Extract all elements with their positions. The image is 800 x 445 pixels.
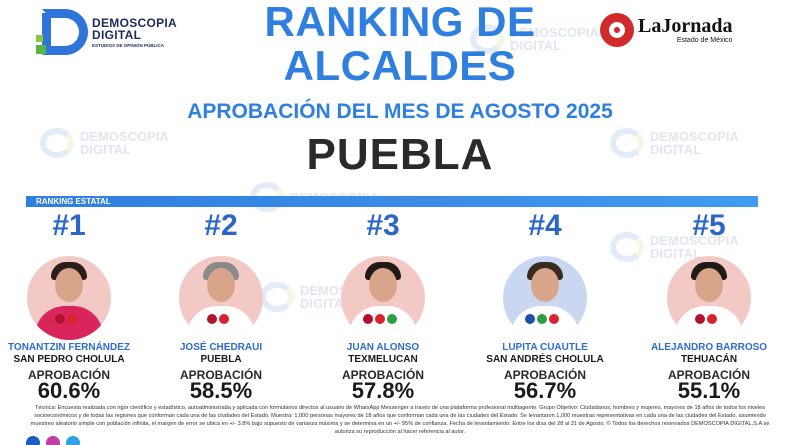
candidate-rank: #4 <box>528 209 562 242</box>
demoscopia-d-icon <box>36 9 88 55</box>
brand-tagline: ESTUDIOS DE OPINIÓN PÚBLICA <box>92 42 165 48</box>
approval-label: APROBACIÓN <box>341 368 424 382</box>
candidate-photo <box>341 256 425 340</box>
page-title-line-2: ALCALDES <box>283 42 517 89</box>
la-jornada-subtitle: Estado de México <box>676 37 733 44</box>
la-jornada-logo: LaJornada Estado de México <box>600 10 770 50</box>
party-logo-icon <box>67 314 77 324</box>
la-jornada-name: LaJornada <box>638 15 733 37</box>
candidate-card: #3 JUAN ALONSO TEXMELUCAN APROBACIÓN 57.8% <box>308 208 458 403</box>
brand-line-1: DEMOSCOPIA <box>92 15 178 30</box>
methodology-note: Técnica: Encuesta realizada con rigor ci… <box>30 405 770 435</box>
candidate-name: JUAN ALONSO <box>346 342 420 353</box>
party-logo-icon <box>363 314 373 324</box>
approval-value: 56.7% <box>513 378 577 403</box>
instagram-icon[interactable] <box>46 436 60 445</box>
candidate-name: JOSÉ CHEDRAUI <box>179 342 263 353</box>
page-subtitle: APROBACIÓN DEL MES DE AGOSTO 2025 <box>187 100 613 123</box>
candidate-rank: #3 <box>366 209 400 242</box>
ranking-banner <box>26 196 758 207</box>
page-title: RANKING DE ALCALDES <box>200 0 600 88</box>
candidate-photo <box>503 256 587 340</box>
page-title-line-1: RANKING DE <box>264 0 536 45</box>
candidate-city: TEHUACÁN <box>680 354 738 365</box>
candidate-photo <box>27 256 111 340</box>
approval-value: 60.6% <box>37 378 101 403</box>
approval-value: 55.1% <box>677 378 741 403</box>
candidate-card: #2 JOSÉ CHEDRAUI PUEBLA APROBACIÓN 58.5% <box>146 208 296 403</box>
party-logo-icon <box>55 314 65 324</box>
candidate-card: #5 ALEJANDRO BARROSO TEHUACÁN APROBACIÓN 55.… <box>634 208 784 403</box>
party-logo-icon <box>219 314 229 324</box>
candidate-city: SAN PEDRO CHOLULA <box>13 354 125 365</box>
party-logo-icon <box>707 314 717 324</box>
social-links <box>26 436 80 445</box>
party-logo-icon <box>387 314 397 324</box>
candidate-photo <box>179 256 263 340</box>
approval-value: 57.8% <box>351 378 415 403</box>
approval-label: APROBACIÓN <box>179 368 262 382</box>
candidate-rank: #2 <box>204 209 238 242</box>
candidate-city: SAN ANDRÉS CHOLULA <box>486 354 604 365</box>
candidate-name: TONANTZIN FERNÁNDEZ <box>7 342 131 353</box>
candidate-rank: #1 <box>52 209 86 242</box>
ranking-banner-label: RANKING ESTATAL <box>36 197 111 206</box>
facebook-icon[interactable] <box>26 436 40 445</box>
candidate-city: TEXMELUCAN <box>348 354 418 365</box>
party-logo-icon <box>207 314 217 324</box>
la-jornada-seal-icon <box>600 13 634 47</box>
party-logo-icon <box>695 314 705 324</box>
approval-value: 58.5% <box>189 378 253 403</box>
candidate-city: PUEBLA <box>200 354 242 365</box>
candidate-card: #1 TONANTZIN FERNÁNDEZ SAN PEDRO CHOLULA AP… <box>0 208 144 403</box>
approval-label: APROBACIÓN <box>27 368 110 382</box>
candidate-name: ALEJANDRO BARROSO <box>650 342 768 353</box>
party-logo-icon <box>537 314 547 324</box>
demoscopia-wordmark: DEMOSCOPIA DIGITAL ESTUDIOS DE OPINIÓN P… <box>92 17 177 48</box>
watermark-logo-icon <box>40 128 74 158</box>
candidate-photo <box>667 256 751 340</box>
candidate-rank: #5 <box>692 209 726 242</box>
party-logo-icon <box>525 314 535 324</box>
twitter-icon[interactable] <box>66 436 80 445</box>
demoscopia-logo: DEMOSCOPIA DIGITAL ESTUDIOS DE OPINIÓN P… <box>36 8 196 56</box>
candidate-name: LUPITA CUAUTLE <box>502 342 588 353</box>
approval-label: APROBACIÓN <box>667 368 750 382</box>
brand-line-2: DIGITAL <box>92 27 142 42</box>
watermark-logo-icon <box>610 128 644 158</box>
party-logo-icon <box>375 314 385 324</box>
state-name: PUEBLA <box>306 130 494 179</box>
party-logo-icon <box>549 314 559 324</box>
candidate-card: #4 LUPITA CUAUTLE SAN ANDRÉS CHOLULA APROBA… <box>470 208 620 403</box>
approval-label: APROBACIÓN <box>503 368 586 382</box>
